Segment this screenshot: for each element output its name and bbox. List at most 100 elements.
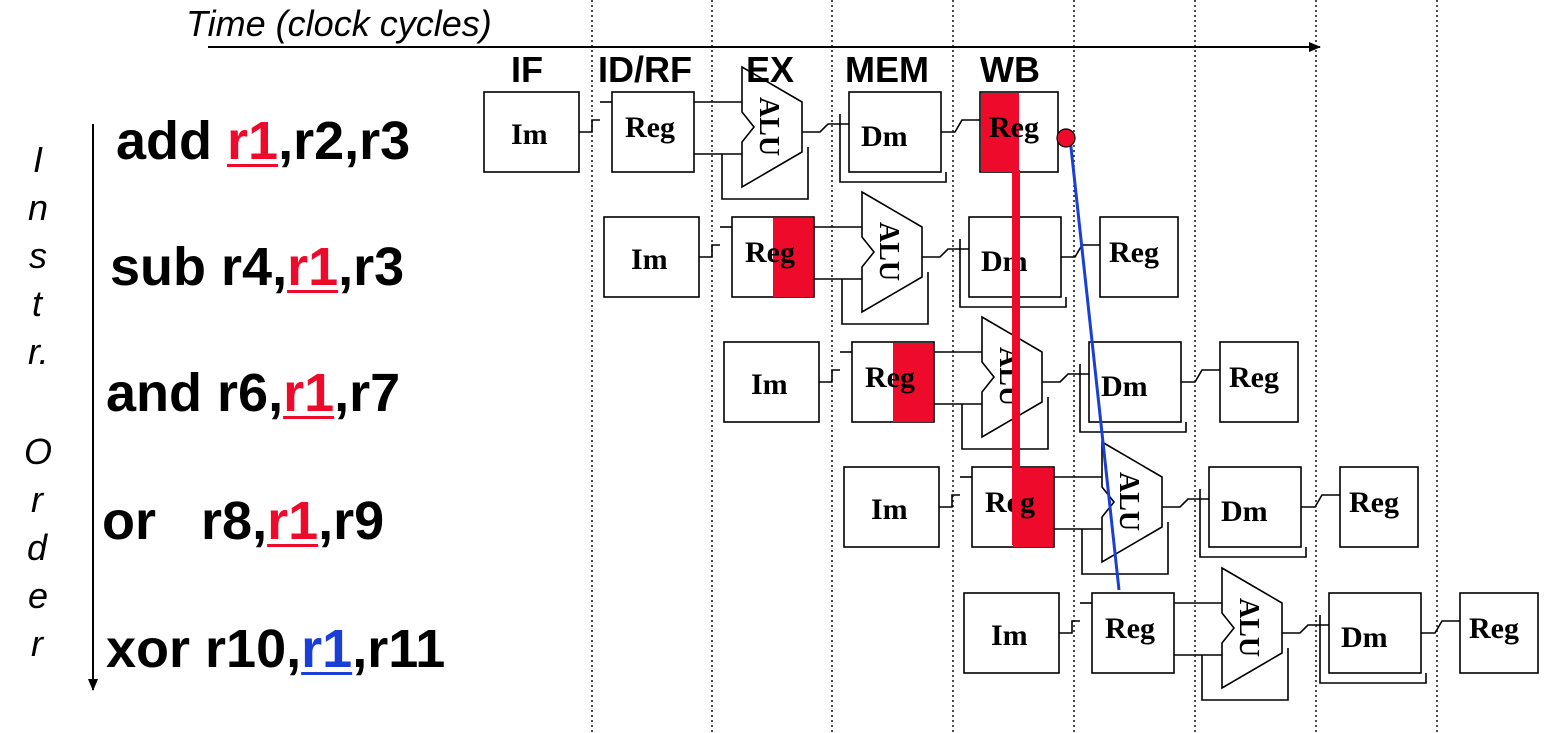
reg-write-block [1099, 216, 1179, 298]
if-id-connector [939, 494, 960, 508]
alu-label: ALU [1113, 472, 1144, 531]
instruction-or: or r8,r1,r9 [102, 494, 384, 548]
reg-write-label: Reg [1109, 236, 1159, 269]
dmem-block [848, 91, 942, 173]
stage-label-wb: WB [980, 49, 1040, 90]
imem-label: Im [871, 493, 908, 526]
order-label-char: s [29, 235, 47, 276]
stage-label-ex: EX [746, 49, 795, 90]
stage-label-if: IF [511, 49, 543, 90]
order-label-char: r [31, 479, 43, 520]
instr-pre: r10, [205, 619, 302, 679]
alu-block [861, 190, 923, 314]
instr-dep-reg: r1 [227, 111, 279, 171]
alu-label: ALU [753, 97, 784, 156]
order-label-char: O [24, 431, 53, 472]
reg-write-label: Reg [989, 111, 1039, 144]
imem-label: Im [991, 619, 1028, 652]
imem-block [603, 216, 700, 298]
pipeline-row: Im Reg ALU Dm Reg [963, 566, 1539, 701]
alu-dm-line [1282, 624, 1329, 634]
instr-pre: r8, [201, 491, 268, 551]
dmem-label: Dm [1341, 621, 1388, 654]
order-label-char: n [28, 187, 49, 228]
dmem-block [1088, 341, 1182, 423]
dmem-block [1208, 466, 1302, 548]
imem-label: Im [631, 243, 668, 276]
cycle-divider-lines [591, 0, 1438, 733]
dm-bypass-bracket [1079, 364, 1187, 433]
if-id-connector [579, 119, 600, 133]
dmem-block [1328, 592, 1422, 674]
if-id-connector [819, 369, 840, 383]
order-label-char: e [28, 575, 49, 616]
dm-bypass-bracket [839, 114, 947, 183]
dm-reg-line [1061, 244, 1100, 258]
dm-reg-line [1301, 494, 1340, 508]
instruction-xor: xor r10,r1,r11 [106, 622, 445, 676]
reg-read-block [611, 91, 695, 173]
instr-dep-reg: r1 [301, 619, 353, 679]
stage-label-mem: MEM [845, 49, 929, 90]
instr-op: add [116, 111, 228, 171]
dependency-lines [1012, 128, 1121, 591]
writeback-dot [1056, 128, 1076, 148]
alu-bypass-bracket [1081, 522, 1169, 575]
order-label-char: r. [28, 331, 49, 372]
pipeline-row: Im Reg ALU Dm Reg [843, 440, 1419, 575]
dmem-label: Dm [1221, 495, 1268, 528]
alu-block [1101, 440, 1163, 564]
instr-post: ,r11 [352, 619, 446, 679]
reg-write-label: Reg [1349, 486, 1399, 519]
alu-dm-line [1042, 373, 1089, 383]
dm-reg-line [1421, 620, 1460, 634]
dmem-label: Dm [981, 245, 1028, 278]
if-id-connector [1059, 620, 1080, 634]
instr-op: xor [106, 619, 206, 679]
order-label-char: t [32, 283, 43, 324]
dm-bypass-bracket [1319, 615, 1427, 684]
instruction-sub: sub r4,r1,r3 [110, 240, 404, 294]
alu-bypass-bracket [841, 272, 929, 325]
instr-post: ,r2,r3 [278, 111, 411, 171]
order-label-char: I [33, 139, 44, 180]
reg-read-highlight [773, 218, 813, 297]
instruction-add: add r1,r2,r3 [116, 114, 410, 168]
pipeline-row: Im Reg ALU Dm Reg [483, 65, 1059, 200]
instr-op: or [102, 491, 202, 551]
reg-write-label: Reg [1229, 361, 1279, 394]
instr-post: ,r3 [338, 237, 405, 297]
alu-label: ALU [1233, 598, 1264, 657]
imem-block [483, 91, 580, 173]
dm-reg-line [1181, 369, 1220, 383]
alu-bypass-bracket [1201, 648, 1289, 701]
imem-label: Im [751, 368, 788, 401]
imem-label: Im [511, 118, 548, 151]
instr-dep-reg: r1 [287, 237, 339, 297]
instr-op: sub [110, 237, 222, 297]
instr-op: and [106, 363, 218, 423]
dmem-label: Dm [861, 120, 908, 153]
imem-block [963, 592, 1060, 674]
reg-read-label: Reg [985, 486, 1035, 519]
dmem-label: Dm [1101, 370, 1148, 403]
reg-read-label: Reg [745, 236, 795, 269]
alu-block [1221, 566, 1283, 690]
pipeline-row: Im Reg ALU Dm Reg [723, 315, 1299, 450]
reg-write-block [1339, 466, 1419, 548]
instruction-and: and r6,r1,r7 [106, 366, 400, 420]
alu-dm-line [802, 123, 849, 133]
alu-dm-line [1162, 498, 1209, 508]
stage-label-idrf: ID/RF [598, 49, 692, 90]
alu-dm-line [922, 248, 969, 258]
alu-block [741, 65, 803, 189]
instr-pre: r6, [217, 363, 284, 423]
reg-read-label: Reg [1105, 612, 1155, 645]
reg-read-block [1091, 592, 1175, 674]
if-id-connector [699, 244, 720, 258]
instr-post: ,r7 [334, 363, 401, 423]
order-label-char: r [31, 623, 43, 664]
